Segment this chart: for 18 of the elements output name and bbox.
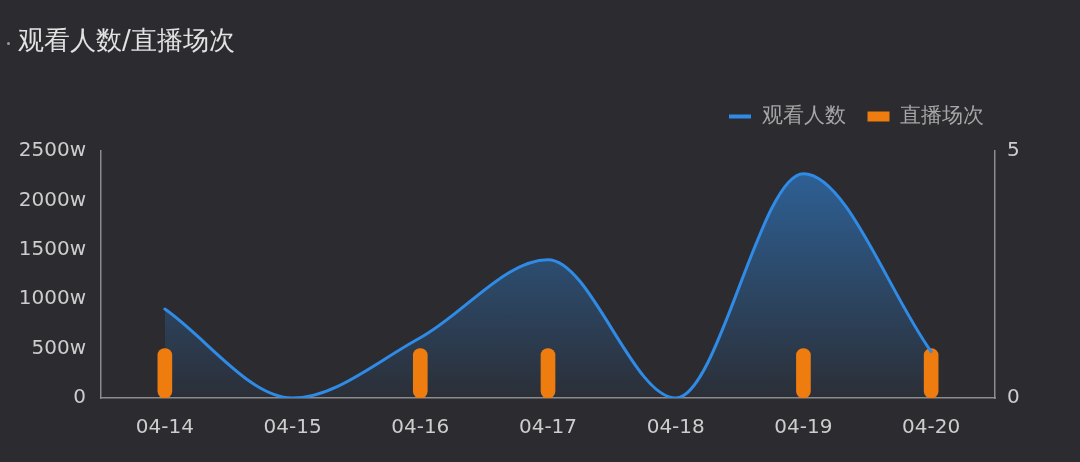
legend-label: 观看人数 bbox=[761, 102, 846, 127]
y-tick-label: 1500w bbox=[18, 236, 86, 260]
y-tick-label: 500w bbox=[31, 334, 86, 359]
x-tick-label: 04-17 bbox=[518, 414, 578, 439]
x-tick-label: 04-15 bbox=[263, 414, 322, 439]
x-tick-label: 04-18 bbox=[646, 414, 705, 439]
y2-tick-label: 0 bbox=[1007, 384, 1020, 409]
y-tick-label: 0 bbox=[73, 384, 86, 409]
y-tick-label: 2500w bbox=[18, 137, 86, 162]
x-tick-label: 04-20 bbox=[902, 414, 961, 439]
y-tick-label: 2000w bbox=[18, 186, 86, 211]
x-tick-label: 04-14 bbox=[135, 414, 194, 439]
y2-tick-label: 5 bbox=[1007, 137, 1020, 162]
legend-label: 直播场次 bbox=[900, 102, 984, 127]
x-tick-label: 04-19 bbox=[774, 414, 833, 439]
chart-title: 观看人数/直播场次 bbox=[18, 25, 235, 55]
y-tick-label: 1000w bbox=[18, 285, 86, 310]
x-tick-label: 04-16 bbox=[391, 414, 450, 439]
